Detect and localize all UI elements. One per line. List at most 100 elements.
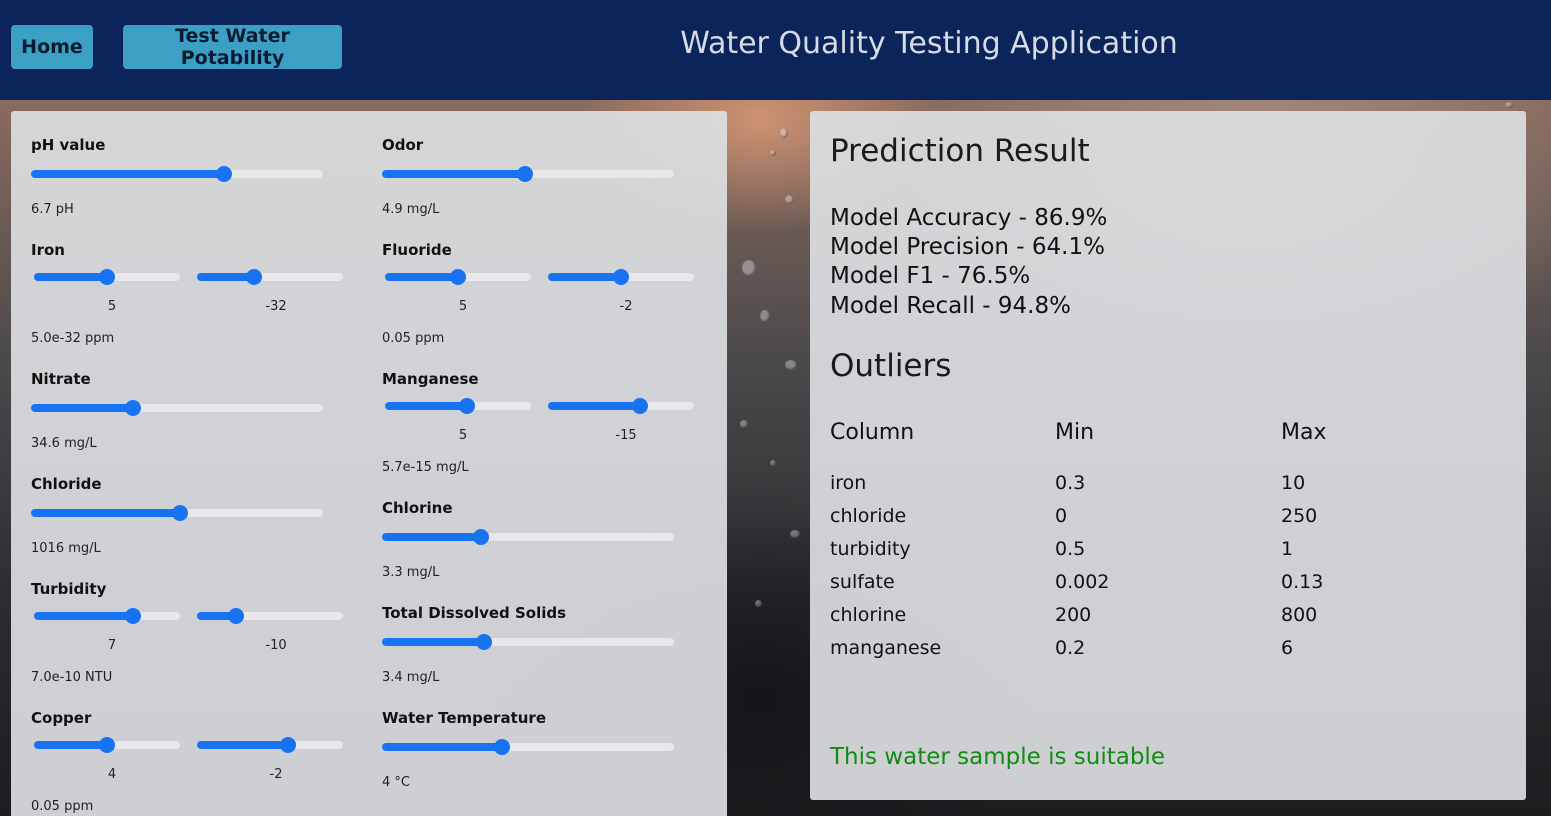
water-temperature-value: 4 °C <box>382 775 410 790</box>
turbidity-exponent-thumb[interactable] <box>228 608 245 624</box>
nitrate-value: 34.6 mg/L <box>31 436 97 451</box>
iron-exponent-fill <box>197 273 254 281</box>
tds-slider-thumb[interactable] <box>476 634 493 650</box>
turbidity-mantissa-tick: 7 <box>107 638 117 653</box>
turbidity-label: Turbidity <box>31 580 107 598</box>
outlier-max-cell: 800 <box>1281 604 1318 626</box>
copper-mantissa-tick: 4 <box>107 767 117 782</box>
chlorine-slider-fill <box>382 533 482 541</box>
outlier-column-cell: sulfate <box>830 571 895 593</box>
copper-mantissa-thumb[interactable] <box>99 737 115 753</box>
iron-mantissa-slider[interactable] <box>34 269 180 285</box>
iron-mantissa-tick: 5 <box>107 299 117 314</box>
model-f1: Model F1 - 76.5% <box>830 263 1031 289</box>
odor-slider-thumb[interactable] <box>517 166 534 182</box>
outlier-column-cell: chloride <box>830 505 907 527</box>
outlier-min-cell: 0.5 <box>1055 538 1086 560</box>
potability-verdict: This water sample is suitable <box>830 744 1165 770</box>
copper-mantissa-slider[interactable] <box>34 737 180 753</box>
chloride-slider-fill <box>31 509 180 517</box>
ph-slider[interactable] <box>31 166 323 182</box>
outlier-max-cell: 250 <box>1281 505 1318 527</box>
tds-slider[interactable] <box>382 634 674 650</box>
outlier-column-cell: turbidity <box>830 538 911 560</box>
copper-exponent-thumb[interactable] <box>279 737 296 753</box>
outlier-max-cell: 1 <box>1281 538 1294 560</box>
model-accuracy: Model Accuracy - 86.9% <box>830 205 1108 231</box>
chloride-slider[interactable] <box>31 505 323 521</box>
outlier-min-cell: 0.3 <box>1055 472 1086 494</box>
turbidity-exponent-slider[interactable] <box>197 608 343 624</box>
test-water-potability-button[interactable]: Test Water Potability <box>123 25 342 69</box>
tds-value: 3.4 mg/L <box>382 670 440 685</box>
copper-value: 0.05 ppm <box>31 799 94 814</box>
fluoride-mantissa-fill <box>385 273 458 281</box>
copper-exponent-slider[interactable] <box>197 737 343 753</box>
iron-mantissa-thumb[interactable] <box>99 269 115 285</box>
outlier-max-cell: 0.13 <box>1281 571 1324 593</box>
turbidity-exponent-tick: -10 <box>265 638 287 653</box>
iron-mantissa-fill <box>34 273 107 281</box>
navbar: Home Test Water Potability Water Quality… <box>0 0 1551 100</box>
chlorine-slider[interactable] <box>382 529 674 545</box>
outlier-min-cell: 0.2 <box>1055 637 1086 659</box>
outliers-column-header: Column <box>830 420 915 445</box>
nitrate-slider-fill <box>31 404 134 412</box>
ph-value: 6.7 pH <box>31 202 74 217</box>
turbidity-mantissa-fill <box>34 612 134 620</box>
chlorine-slider-thumb[interactable] <box>473 529 490 545</box>
fluoride-exponent-thumb[interactable] <box>613 269 629 285</box>
iron-exponent-tick: -32 <box>265 299 287 314</box>
odor-slider[interactable] <box>382 166 674 182</box>
model-recall: Model Recall - 94.8% <box>830 293 1071 319</box>
app-title: Water Quality Testing Application <box>680 26 1178 61</box>
water-temperature-fill <box>382 743 502 751</box>
chloride-slider-thumb[interactable] <box>171 505 188 521</box>
manganese-exponent-slider[interactable] <box>548 398 694 414</box>
iron-exponent-thumb[interactable] <box>245 269 262 285</box>
home-button[interactable]: Home <box>11 25 93 69</box>
manganese-exponent-fill <box>548 402 640 410</box>
outlier-column-cell: chlorine <box>830 604 907 626</box>
manganese-exponent-thumb[interactable] <box>631 398 648 414</box>
turbidity-exponent-fill <box>197 612 237 620</box>
tds-label: Total Dissolved Solids <box>382 604 567 622</box>
copper-mantissa-fill <box>34 741 107 749</box>
manganese-label: Manganese <box>382 370 479 388</box>
water-temperature-slider[interactable] <box>382 739 674 755</box>
outliers-heading: Outliers <box>830 348 952 384</box>
outliers-max-header: Max <box>1281 420 1327 445</box>
result-panel: Prediction Result Model Accuracy - 86.9%… <box>810 111 1526 800</box>
copper-label: Copper <box>31 709 92 727</box>
ph-slider-thumb[interactable] <box>215 166 232 182</box>
turbidity-value: 7.0e-10 NTU <box>31 670 113 685</box>
nitrate-slider[interactable] <box>31 400 323 416</box>
ph-label: pH value <box>31 136 106 154</box>
fluoride-exponent-slider[interactable] <box>548 269 694 285</box>
chlorine-value: 3.3 mg/L <box>382 565 440 580</box>
turbidity-mantissa-slider[interactable] <box>34 608 180 624</box>
fluoride-exponent-tick: -2 <box>619 299 633 314</box>
turbidity-mantissa-thumb[interactable] <box>125 608 142 624</box>
fluoride-mantissa-thumb[interactable] <box>450 269 466 285</box>
odor-slider-fill <box>382 170 526 178</box>
manganese-mantissa-thumb[interactable] <box>458 398 475 414</box>
ph-slider-fill <box>31 170 224 178</box>
fluoride-mantissa-tick: 5 <box>458 299 468 314</box>
chloride-label: Chloride <box>31 475 102 493</box>
nitrate-slider-thumb[interactable] <box>125 400 142 416</box>
input-panel: pH value 6.7 pH Iron 5 -32 5.0e-32 ppm N… <box>11 111 727 816</box>
manganese-mantissa-slider[interactable] <box>385 398 531 414</box>
manganese-mantissa-tick: 5 <box>458 428 468 443</box>
outlier-column-cell: manganese <box>830 637 942 659</box>
iron-value: 5.0e-32 ppm <box>31 331 115 346</box>
water-temperature-thumb[interactable] <box>493 739 510 755</box>
iron-exponent-slider[interactable] <box>197 269 343 285</box>
copper-exponent-tick: -2 <box>269 767 283 782</box>
fluoride-mantissa-slider[interactable] <box>385 269 531 285</box>
copper-exponent-fill <box>197 741 288 749</box>
chloride-value: 1016 mg/L <box>31 541 101 556</box>
fluoride-label: Fluoride <box>382 241 452 259</box>
odor-label: Odor <box>382 136 424 154</box>
odor-value: 4.9 mg/L <box>382 202 440 217</box>
